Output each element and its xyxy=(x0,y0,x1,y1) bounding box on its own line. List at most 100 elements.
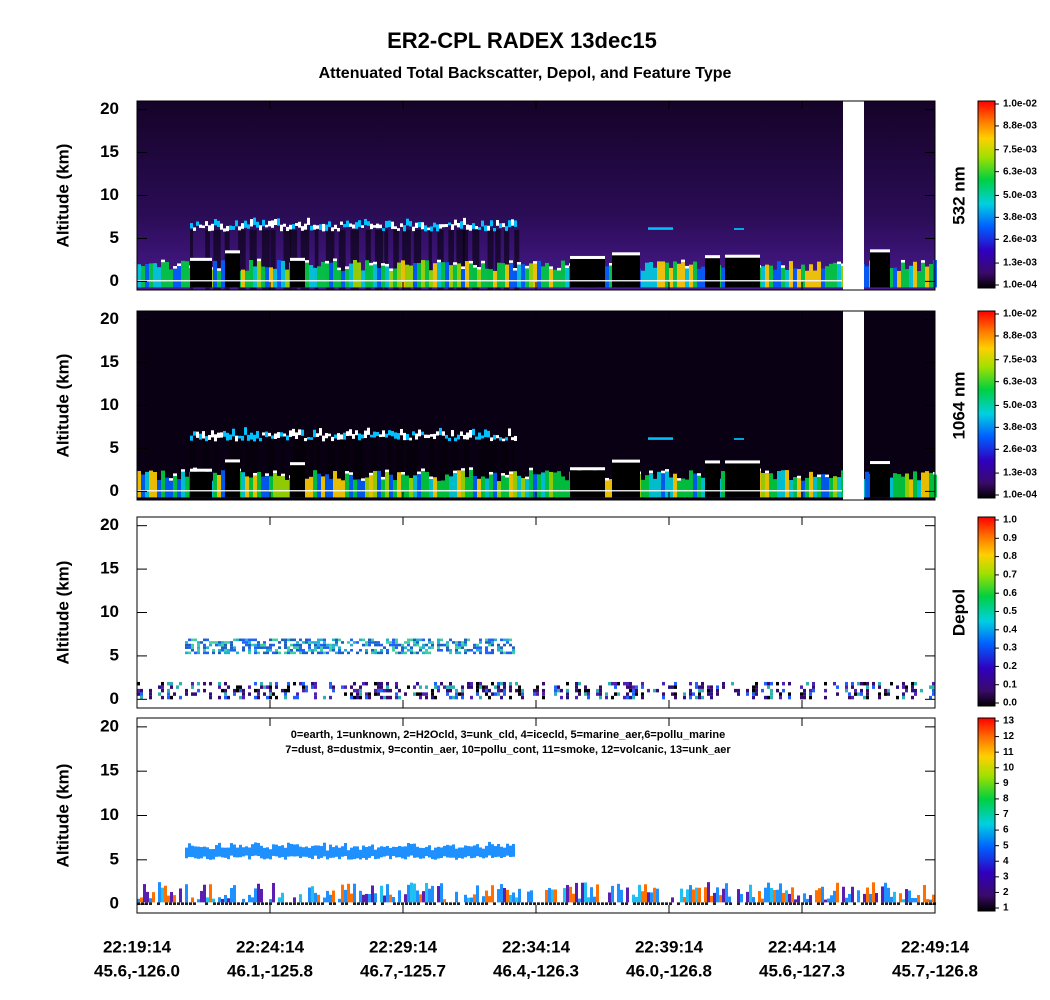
curtain-pixel xyxy=(206,651,209,655)
curtain-pixel xyxy=(851,886,854,903)
curtain-pixel xyxy=(701,695,704,700)
curtain-pixel xyxy=(476,646,479,649)
curtain-pixel xyxy=(389,894,392,903)
curtain-pixel xyxy=(869,902,872,906)
curtain-pixel xyxy=(323,646,326,649)
curtain-pixel xyxy=(649,473,653,498)
curtain-pixel xyxy=(455,643,458,647)
curtain-pixel xyxy=(269,681,272,686)
curtain-pixel xyxy=(364,218,367,225)
curtain-pixel xyxy=(373,431,376,438)
curtain-pixel xyxy=(428,888,431,903)
curtain-pixel xyxy=(767,882,770,903)
curtain-pixel xyxy=(575,688,578,693)
curtain-pixel xyxy=(293,902,296,906)
curtain-pixel xyxy=(416,681,419,686)
curtain-pixel xyxy=(478,439,487,500)
curtain-pixel xyxy=(137,264,141,288)
curtain-pixel xyxy=(191,638,194,642)
curtain-pixel xyxy=(297,902,300,906)
curtain-pixel xyxy=(529,902,532,906)
curtain-pixel xyxy=(208,435,211,440)
curtain-pixel xyxy=(458,643,461,647)
curtain-pixel xyxy=(479,641,482,644)
curtain-pixel xyxy=(824,688,827,693)
curtain-pixel xyxy=(824,681,827,686)
curtain-pixel xyxy=(421,471,425,498)
curtain-pixel xyxy=(208,225,211,232)
curtain-pixel xyxy=(789,902,792,906)
curtain-pixel xyxy=(374,651,377,655)
curtain-pixel xyxy=(188,651,191,655)
curtain-pixel xyxy=(218,681,221,686)
curtain-pixel xyxy=(263,651,266,655)
curtain-pixel xyxy=(721,471,725,498)
curtain-pixel xyxy=(394,226,397,230)
curtain-pixel xyxy=(218,641,221,644)
curtain-pixel xyxy=(788,893,791,903)
curtain-pixel xyxy=(301,902,304,906)
curtain-pixel xyxy=(797,902,800,906)
curtain-pixel xyxy=(433,263,437,288)
curtain-pixel xyxy=(344,648,347,652)
curtain-pixel xyxy=(191,897,194,903)
curtain-pixel xyxy=(911,688,914,693)
curtain-pixel xyxy=(452,685,455,689)
curtain-pixel xyxy=(860,688,863,693)
curtain-pixel xyxy=(469,260,473,264)
curtain-pixel xyxy=(401,648,404,652)
curtain-pixel xyxy=(275,681,278,686)
curtain-pixel xyxy=(326,850,329,860)
curtain-pixel xyxy=(335,651,338,655)
curtain-pixel xyxy=(788,681,791,686)
curtain-pixel xyxy=(295,223,298,226)
curtain-pixel xyxy=(917,270,921,288)
curtain-pixel xyxy=(382,430,385,437)
curtain-pixel xyxy=(581,902,584,906)
curtain-pixel xyxy=(697,475,701,498)
curtain-pixel xyxy=(857,890,860,903)
curtain-pixel xyxy=(514,229,520,290)
curtain-pixel xyxy=(455,648,458,652)
curtain-pixel xyxy=(200,847,203,859)
curtain-pixel xyxy=(296,648,299,652)
curtain-pixel xyxy=(767,685,770,689)
curtain-pixel xyxy=(314,229,319,290)
curtain-pixel xyxy=(284,651,287,655)
curtain-pixel xyxy=(441,262,445,288)
curtain-pixel xyxy=(421,431,424,436)
curtain-pixel xyxy=(445,262,449,288)
curtain-pixel xyxy=(269,688,272,693)
curtain-pixel xyxy=(362,845,365,859)
curtain-pixel xyxy=(386,638,389,642)
curtain-pixel xyxy=(513,902,516,906)
curtain-pixel xyxy=(837,264,841,288)
curtain-pixel xyxy=(194,846,197,859)
curtain-pixel xyxy=(613,902,616,906)
curtain-pixel xyxy=(866,685,869,689)
curtain-pixel xyxy=(487,225,490,231)
curtain-pixel xyxy=(299,651,302,655)
curtain-pixel xyxy=(242,847,245,857)
curtain-pixel xyxy=(328,433,331,437)
curtain-pixel xyxy=(470,681,473,686)
curtain-pixel xyxy=(487,229,494,290)
curtain-pixel xyxy=(925,266,929,288)
curtain-pixel xyxy=(512,648,515,652)
curtain-pixel xyxy=(545,262,549,288)
curtain-pixel xyxy=(857,681,860,686)
title: ER2-CPL RADEX 13dec15 xyxy=(387,28,657,53)
curtain-pixel xyxy=(509,643,512,647)
curtain-pixel xyxy=(560,688,563,693)
curtain-pixel xyxy=(333,470,337,498)
curtain-pixel xyxy=(686,889,689,903)
curtain-pixel xyxy=(512,646,515,649)
curtain-pixel xyxy=(769,902,772,906)
curtain-pixel xyxy=(257,842,260,857)
curtain-pixel xyxy=(485,638,488,642)
curtain-pixel xyxy=(493,472,497,498)
curtain-pixel xyxy=(397,902,400,906)
curtain-pixel xyxy=(319,224,322,231)
curtain-pixel xyxy=(665,471,669,498)
